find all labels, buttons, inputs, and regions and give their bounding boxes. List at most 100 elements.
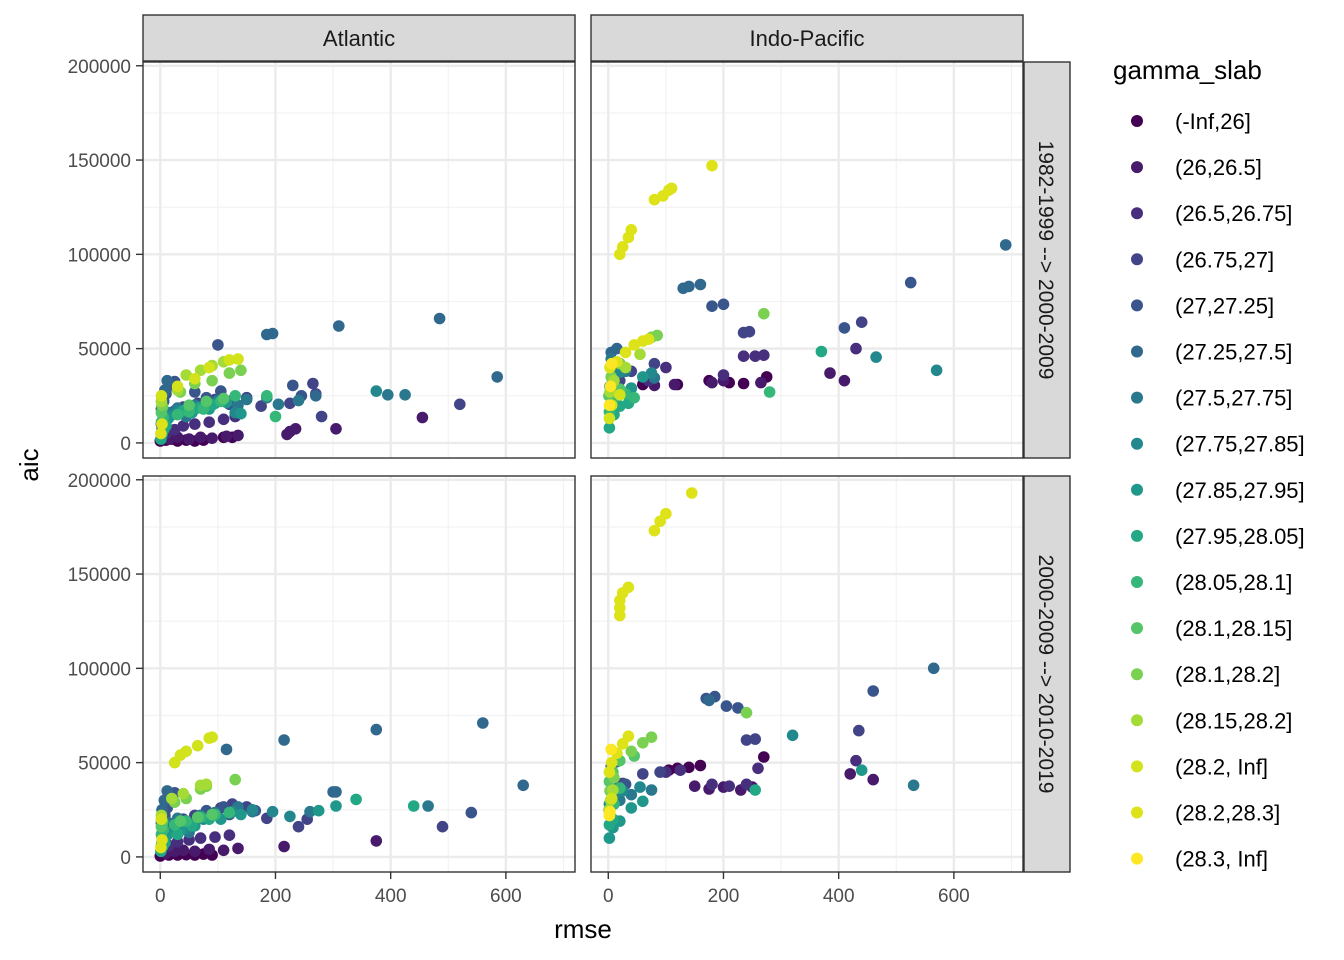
data-point <box>642 333 655 346</box>
data-point <box>287 379 299 392</box>
legend-label: (-Inf,26] <box>1175 109 1251 134</box>
data-point <box>177 420 190 432</box>
data-point <box>206 432 218 445</box>
data-point <box>694 759 707 772</box>
data-point <box>706 376 718 389</box>
data-point <box>838 322 851 334</box>
data-point <box>683 280 695 293</box>
legend-item: (28.1,28.2] <box>1131 662 1280 687</box>
data-point <box>235 407 247 420</box>
row-strip-2: 2000-2009 --> 2010-2019 <box>1023 475 1071 873</box>
data-point <box>838 374 851 387</box>
legend-label: (28.1,28.2] <box>1175 662 1280 687</box>
y-tick-label: 0 <box>120 848 131 869</box>
data-points <box>154 717 529 862</box>
legend-item: (27.25,27.5] <box>1131 340 1292 365</box>
y-axis-title: aic <box>14 448 44 481</box>
data-point <box>194 431 207 444</box>
data-point <box>491 371 504 383</box>
legend-item: (28.2, Inf] <box>1131 754 1268 779</box>
y-tick-label: 50000 <box>78 754 131 775</box>
data-point <box>189 418 201 430</box>
data-point <box>930 364 943 377</box>
data-point <box>194 832 207 844</box>
data-point <box>203 416 215 429</box>
y-tick-label: 100000 <box>68 659 131 680</box>
legend-item: (27,27.25] <box>1131 293 1274 318</box>
data-point <box>853 724 865 737</box>
data-point <box>616 241 629 253</box>
data-point <box>634 348 646 361</box>
data-point <box>611 342 623 355</box>
data-point <box>189 373 201 385</box>
legend-item: (28.3, Inf] <box>1131 847 1268 872</box>
legend-key <box>1131 161 1143 174</box>
data-point <box>614 389 626 401</box>
panel-border <box>590 475 1024 873</box>
data-point <box>330 800 342 812</box>
legend-label: (28.3, Inf] <box>1175 847 1268 872</box>
data-point <box>614 609 626 622</box>
data-point <box>278 840 290 853</box>
legend-label: (28.1,28.15] <box>1175 616 1292 641</box>
data-point <box>645 731 658 743</box>
data-point <box>240 393 253 406</box>
legend-key <box>1131 714 1143 727</box>
panel-border <box>142 475 576 873</box>
data-point <box>625 224 638 236</box>
data-point <box>155 813 168 825</box>
data-point <box>717 298 730 311</box>
data-point <box>477 717 489 729</box>
data-point <box>763 386 776 398</box>
data-point <box>755 376 767 389</box>
data-point <box>399 389 411 401</box>
data-point <box>312 804 325 817</box>
data-point <box>927 662 940 675</box>
data-points <box>603 159 1012 434</box>
data-point <box>740 734 753 746</box>
legend-item: (27.85,27.95] <box>1131 478 1305 503</box>
row-strip-label: 2000-2009 --> 2010-2019 <box>1034 555 1057 794</box>
data-point <box>223 829 236 841</box>
legend-label: (27,27.25] <box>1175 293 1274 318</box>
data-point <box>674 764 687 776</box>
legend-label: (27.25,27.5] <box>1175 340 1292 365</box>
data-point <box>350 793 362 806</box>
data-point <box>161 374 173 387</box>
data-point <box>654 766 666 778</box>
data-point <box>786 729 799 742</box>
panel-border <box>590 61 1024 459</box>
data-point <box>407 800 420 812</box>
data-point <box>870 351 882 363</box>
data-point <box>749 784 761 796</box>
x-tick-label: 200 <box>708 886 740 907</box>
data-point <box>232 429 244 442</box>
x-tick-label: 400 <box>375 886 407 907</box>
legend-label: (26,26.5] <box>1175 155 1262 180</box>
data-point <box>605 756 618 769</box>
data-point <box>183 399 195 412</box>
data-point <box>223 354 236 366</box>
legend-item: (28.05,28.1] <box>1131 570 1292 595</box>
x-axis-title: rmse <box>554 914 612 944</box>
data-point <box>217 413 230 426</box>
data-point <box>622 730 635 742</box>
legend-label: (26.5,26.75] <box>1175 201 1292 226</box>
data-point <box>867 773 879 786</box>
data-point <box>637 768 649 780</box>
panel-indo-pacific-row-1 <box>590 61 1024 459</box>
legend-key <box>1131 806 1143 819</box>
legend-label: (27.85,27.95] <box>1175 478 1305 503</box>
data-point <box>266 327 279 340</box>
data-point <box>370 835 383 847</box>
panel-background <box>591 62 1023 458</box>
legend-label: (27.5,27.75] <box>1175 386 1292 411</box>
data-point <box>907 779 920 792</box>
data-point <box>310 390 322 402</box>
panel-indo-pacific-row-2 <box>590 475 1024 873</box>
legend-label: (28.2, Inf] <box>1175 754 1268 779</box>
data-point <box>703 694 715 707</box>
data-point <box>605 357 618 370</box>
y-tick-label: 100000 <box>68 245 131 266</box>
column-strip-label: Atlantic <box>323 26 395 51</box>
